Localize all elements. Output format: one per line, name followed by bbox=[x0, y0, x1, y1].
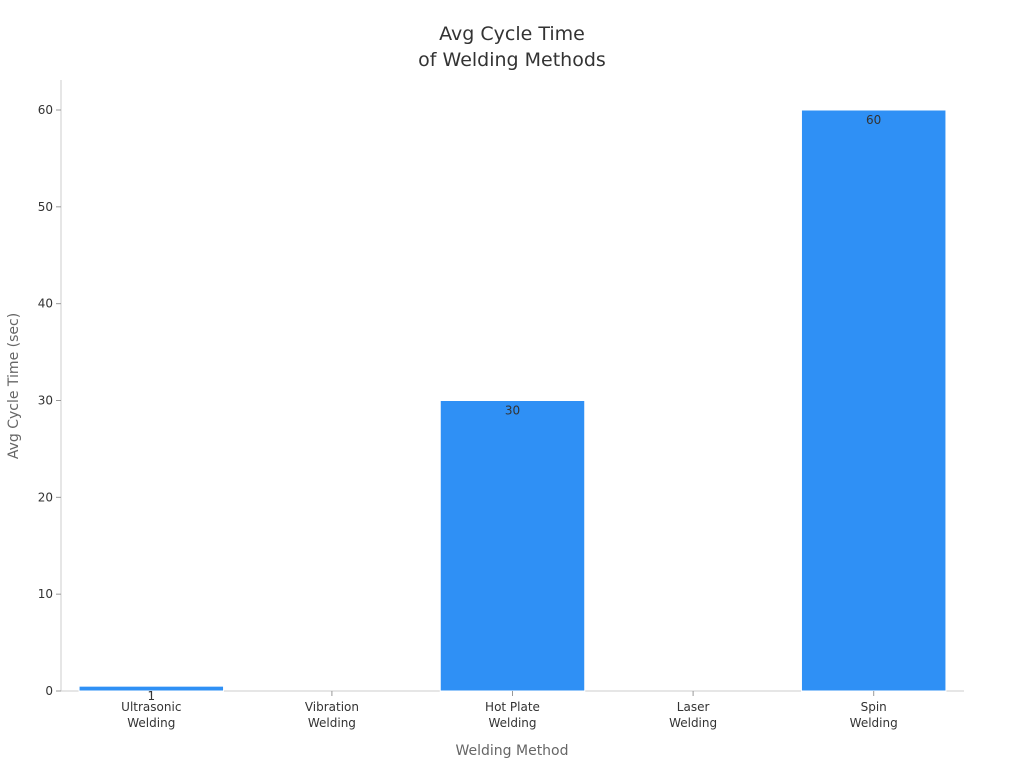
x-tick-label: Spin Welding bbox=[850, 700, 898, 730]
bar-data-label: 30 bbox=[505, 404, 520, 418]
y-tick-label: 0 bbox=[45, 684, 53, 698]
bar-data-label: 1 bbox=[147, 689, 155, 703]
y-tick-label: 10 bbox=[38, 587, 53, 601]
y-axis-title: Avg Cycle Time (sec) bbox=[6, 313, 22, 459]
y-tick-label: 40 bbox=[38, 297, 53, 311]
y-tick-label: 30 bbox=[38, 394, 53, 408]
y-tick-label: 50 bbox=[38, 200, 53, 214]
x-tick-label: Ultrasonic Welding bbox=[121, 700, 181, 730]
x-tick-label: Vibration Welding bbox=[305, 700, 359, 730]
y-tick-label: 60 bbox=[38, 103, 53, 117]
chart-title-line-2: of Welding Methods bbox=[418, 49, 606, 71]
bar-data-label: 60 bbox=[866, 113, 881, 127]
chart-title-line-1: Avg Cycle Time bbox=[439, 23, 585, 45]
x-axis-title: Welding Method bbox=[455, 743, 568, 759]
bar bbox=[800, 109, 947, 692]
bar bbox=[439, 400, 586, 692]
x-tick-label: Laser Welding bbox=[669, 700, 717, 730]
y-tick-label: 20 bbox=[38, 490, 53, 504]
x-tick-label: Hot Plate Welding bbox=[485, 700, 540, 730]
